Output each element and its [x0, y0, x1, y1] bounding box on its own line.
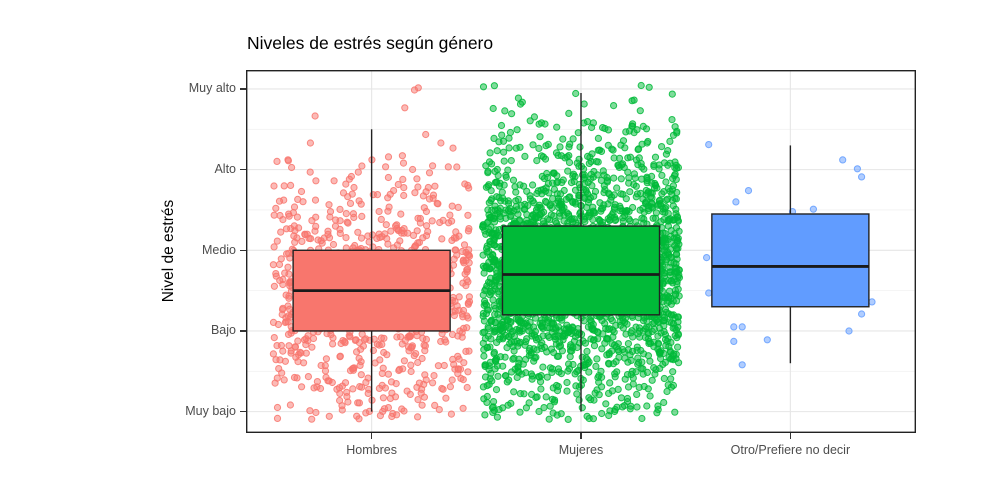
- plot-panel: [245, 69, 916, 434]
- y-tick-mark: [240, 330, 246, 332]
- x-tick-mark: [789, 433, 792, 439]
- y-tick-label: Muy bajo: [185, 404, 236, 419]
- boxplot-2: [711, 145, 870, 364]
- x-tick-label: Hombres: [346, 443, 397, 457]
- x-tick-label: Otro/Prefiere no decir: [730, 443, 851, 457]
- y-tick-label: Bajo: [210, 323, 236, 338]
- x-tick-mark: [580, 433, 582, 439]
- panel-border: [245, 69, 916, 434]
- y-tick-label: Medio: [201, 242, 236, 257]
- y-tick-mark: [240, 168, 246, 171]
- boxplot-0: [292, 129, 451, 412]
- x-tick-mark: [370, 433, 373, 439]
- y-tick-mark: [240, 410, 246, 413]
- x-tick-label: Mujeres: [558, 443, 604, 457]
- y-tick-mark: [240, 249, 246, 251]
- chart-title: Niveles de estrés según género: [247, 33, 494, 53]
- y-tick-label: Alto: [214, 162, 236, 177]
- boxplot-1: [501, 92, 661, 412]
- y-tick-label: Muy alto: [188, 81, 236, 96]
- y-tick-mark: [240, 88, 246, 90]
- jitter-points-2: [703, 141, 876, 369]
